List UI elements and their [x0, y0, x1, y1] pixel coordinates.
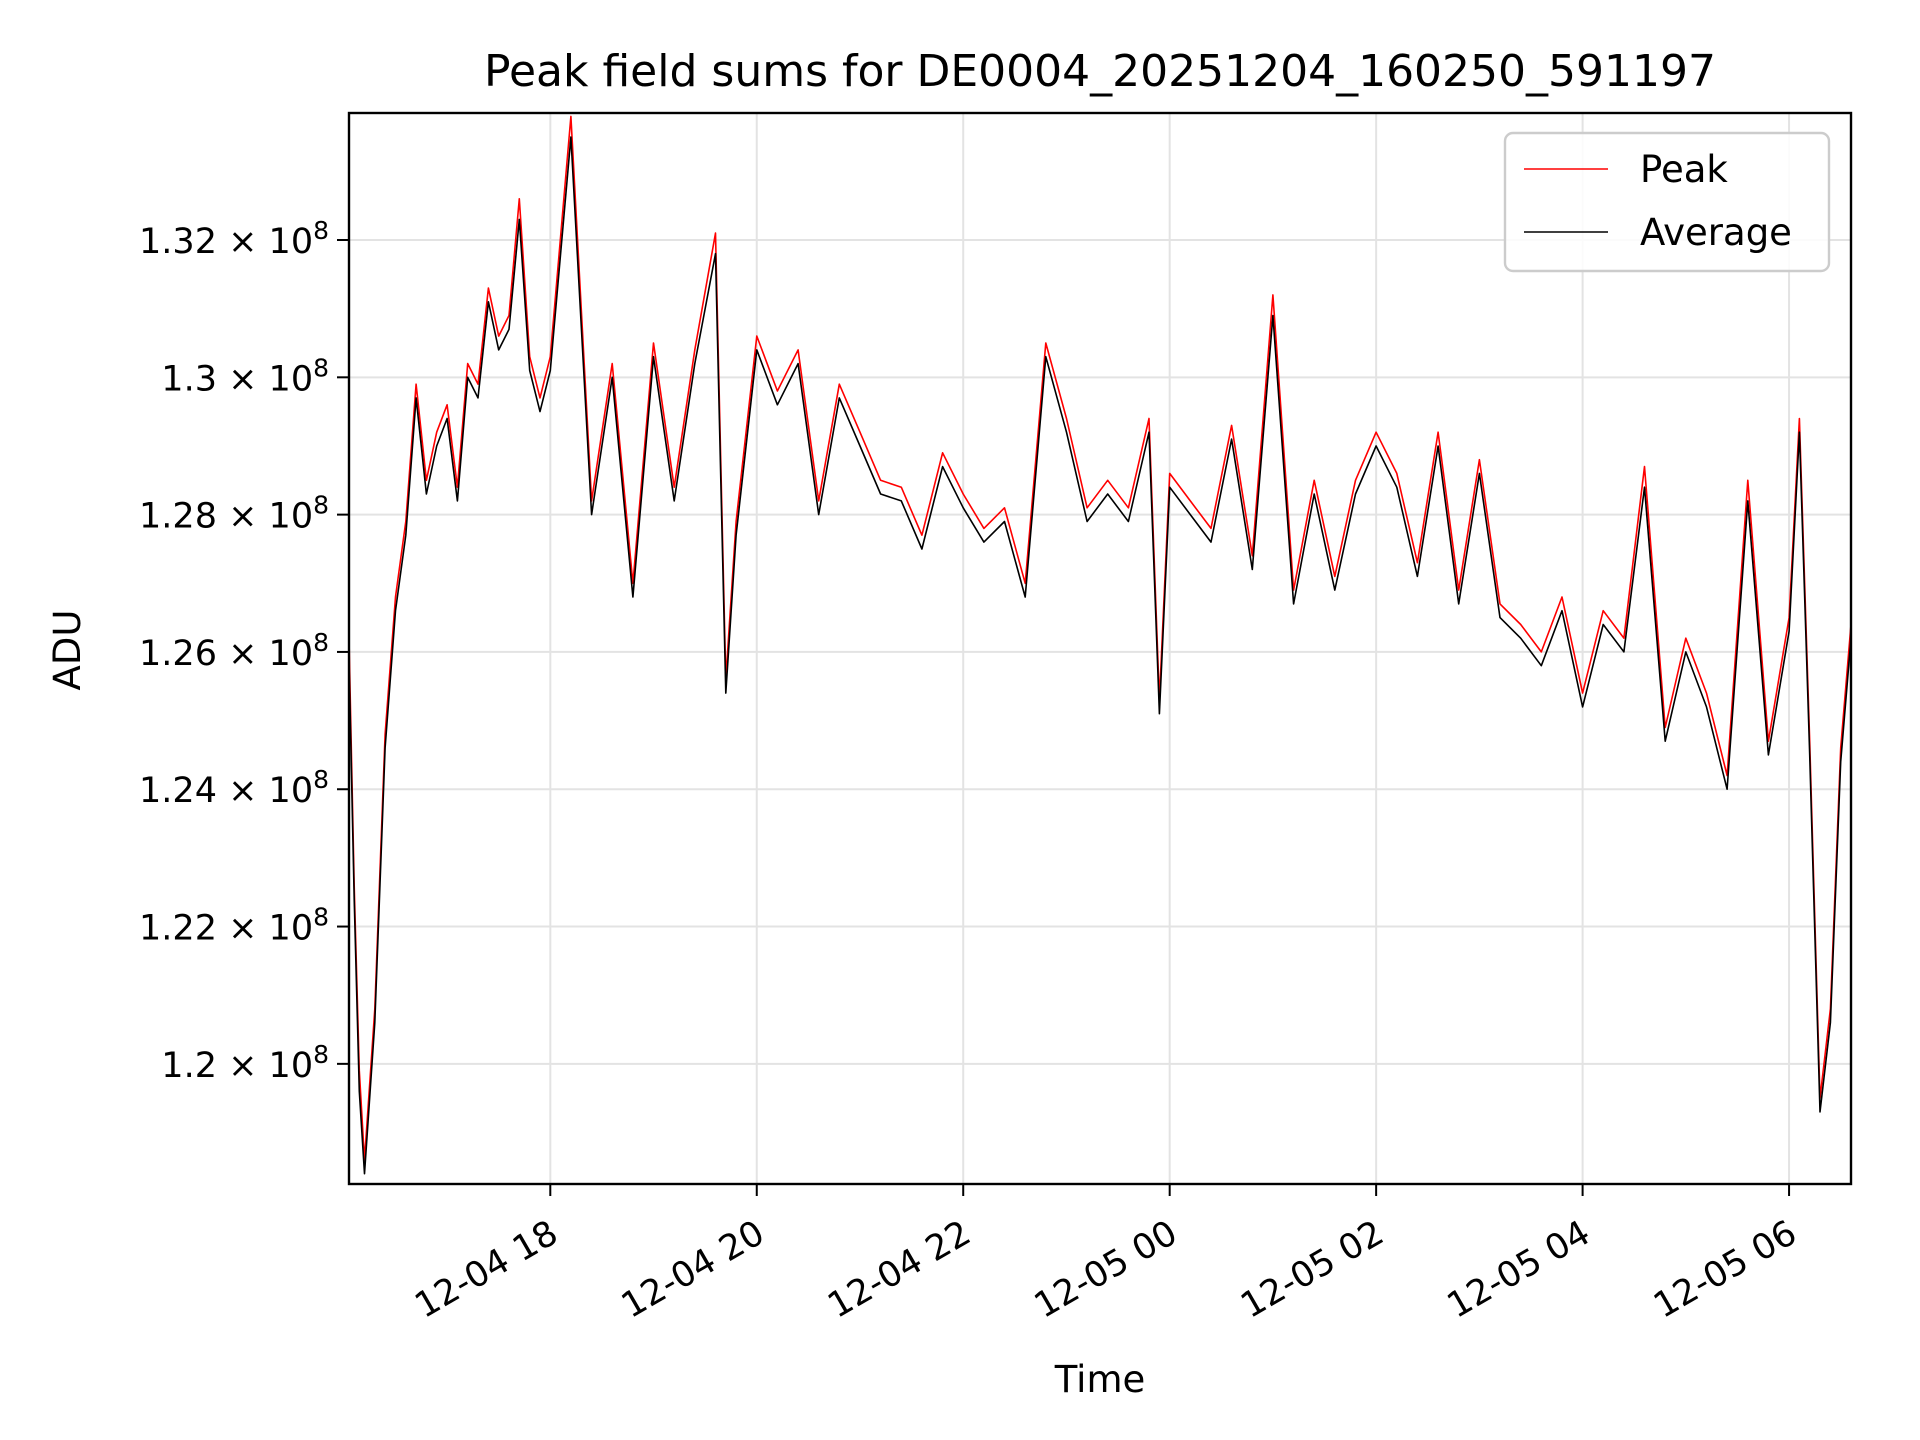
y-tick-mantissa: 1.22: [139, 909, 217, 949]
series-line-average: [349, 136, 1851, 1175]
series-layer: [349, 115, 1851, 1175]
series-line-peak: [349, 115, 1851, 1161]
y-tick-label: 1.2 × 108: [161, 1040, 329, 1086]
y-tick-multiplier: × 10: [217, 909, 313, 949]
legend-label-average: Average: [1640, 211, 1792, 254]
y-tick-exponent: 8: [313, 1040, 329, 1069]
y-tick-mantissa: 1.26: [139, 634, 217, 674]
y-tick-mantissa: 1.3: [161, 359, 217, 399]
plot-area-frame: [347, 111, 1853, 1186]
legend: Peak Average: [1503, 131, 1831, 273]
y-tick-multiplier: × 10: [217, 359, 313, 399]
legend-frame: [1503, 131, 1831, 273]
y-axis-label: ADU: [46, 610, 89, 691]
y-tick-mantissa: 1.2: [161, 1046, 217, 1086]
y-tick-exponent: 8: [313, 903, 329, 932]
y-tick-label: 1.24 × 108: [139, 765, 329, 811]
grid-layer: [349, 113, 1851, 1184]
y-tick-multiplier: × 10: [217, 497, 313, 537]
y-tick-mantissa: 1.24: [139, 771, 217, 811]
y-tick-exponent: 8: [313, 628, 329, 657]
y-tick-mantissa: 1.28: [139, 497, 217, 537]
y-tick-exponent: 8: [313, 216, 329, 245]
y-tick-exponent: 8: [313, 491, 329, 520]
y-tick-label: 1.28 × 108: [139, 491, 329, 537]
y-tick-multiplier: × 10: [217, 634, 313, 674]
y-tick-label: 1.3 × 108: [161, 353, 329, 399]
y-tick-multiplier: × 10: [217, 771, 313, 811]
y-tick-multiplier: × 10: [217, 222, 313, 262]
y-tick-label: 1.32 × 108: [139, 216, 329, 262]
chart-title: Peak field sums for DE0004_20251204_1602…: [484, 46, 1716, 97]
y-tick-label: 1.26 × 108: [139, 628, 329, 674]
y-tick-multiplier: × 10: [217, 1046, 313, 1086]
y-tick-exponent: 8: [313, 353, 329, 382]
y-tick-mantissa: 1.32: [139, 222, 217, 262]
y-tick-exponent: 8: [313, 765, 329, 794]
x-axis-label: Time: [1054, 1358, 1146, 1401]
legend-label-peak: Peak: [1640, 148, 1728, 191]
y-tick-label: 1.22 × 108: [139, 903, 329, 949]
